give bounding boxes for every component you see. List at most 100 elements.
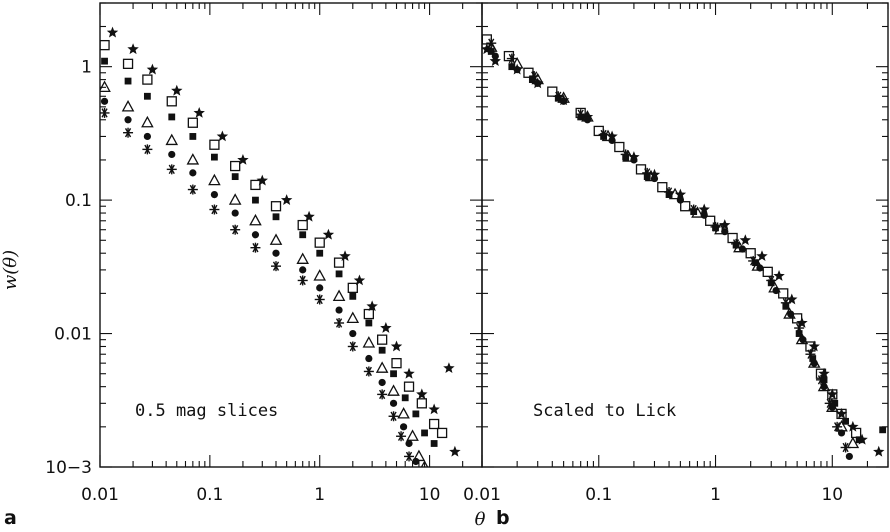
data-point-asterisk	[396, 431, 407, 442]
data-point-filled-square	[231, 173, 239, 181]
data-point-asterisk	[377, 389, 388, 400]
data-point-open-square	[428, 418, 440, 430]
data-point-open-square	[297, 219, 308, 231]
data-point-filled-square	[421, 429, 428, 437]
data-point-open-square	[850, 427, 862, 439]
data-point-filled-circle	[676, 196, 684, 204]
data-point-filled-square	[855, 436, 863, 444]
data-point-open-triangle	[313, 269, 327, 281]
data-point-asterisk	[598, 129, 609, 140]
data-point-open-triangle	[846, 436, 860, 449]
data-point-filled-circle	[756, 264, 764, 272]
data-point-filled-square	[879, 426, 887, 434]
data-point-asterisk	[506, 53, 517, 64]
data-point-filled-circle	[700, 211, 708, 219]
data-point-open-square	[250, 179, 261, 191]
y-axis-label: w(θ)	[0, 250, 21, 290]
data-point-star	[674, 188, 687, 200]
data-point-filled-circle	[491, 52, 499, 60]
data-point-filled-square	[412, 410, 420, 418]
data-point-filled-circle	[608, 136, 616, 145]
data-point-filled-circle	[787, 310, 795, 318]
data-point-open-square	[680, 201, 691, 212]
data-point-filled-circle	[316, 284, 324, 292]
data-point-open-square	[122, 58, 134, 69]
data-point-asterisk	[297, 275, 308, 286]
data-point-asterisk	[314, 294, 325, 305]
data-point-open-square	[270, 201, 282, 212]
data-point-filled-circle	[837, 429, 846, 437]
data-point-filled-circle	[412, 457, 420, 466]
data-point-star	[171, 84, 183, 96]
data-point-asterisk	[271, 261, 282, 272]
y-tick-label: 0.1	[65, 191, 92, 211]
data-point-open-square	[403, 381, 415, 392]
data-point-star	[146, 63, 159, 75]
data-point-filled-circle	[534, 79, 542, 87]
data-point-star	[216, 130, 229, 142]
data-point-open-triangle	[208, 173, 221, 186]
data-point-open-triangle	[668, 187, 682, 200]
data-point-filled-square	[752, 259, 759, 267]
data-point-star	[193, 106, 205, 118]
data-point-filled-circle	[124, 116, 132, 124]
data-point-filled-circle	[799, 336, 807, 344]
data-point-asterisk	[100, 107, 110, 118]
data-point-filled-circle	[231, 209, 239, 217]
data-point-open-square	[166, 96, 177, 107]
data-point-filled-circle	[272, 249, 280, 257]
data-point-star	[808, 340, 820, 352]
data-point-asterisk	[347, 341, 358, 352]
data-point-filled-square	[508, 63, 516, 71]
data-point-asterisk	[642, 167, 653, 178]
data-point-asterisk	[688, 204, 699, 215]
data-points	[100, 26, 461, 467]
data-point-open-square	[209, 139, 220, 150]
data-point-star	[648, 168, 661, 180]
data-point-filled-square	[335, 270, 343, 278]
panel-a-annotation-text: 0.5 mag slices	[135, 401, 278, 421]
data-point-star	[756, 250, 768, 262]
data-point-filled-circle	[365, 354, 373, 363]
data-point-open-square	[727, 232, 738, 244]
data-point-star	[443, 362, 455, 374]
x-tick-label: 10	[419, 485, 441, 505]
data-point-star	[826, 388, 838, 400]
data-point-open-triangle	[362, 336, 376, 348]
data-point-asterisk	[780, 297, 791, 308]
data-point-star	[416, 388, 428, 400]
data-point-filled-circle	[168, 150, 176, 159]
data-point-asterisk	[710, 221, 721, 232]
data-point-open-triangle	[165, 133, 179, 146]
data-point-asterisk	[187, 184, 198, 195]
data-point-asterisk	[404, 451, 415, 462]
data-point-open-triangle	[249, 213, 262, 226]
data-point-open-triangle	[141, 115, 154, 128]
data-point-filled-circle	[349, 329, 357, 338]
data-point-star	[106, 26, 119, 38]
y-tick-label: 1	[81, 58, 92, 78]
data-point-filled-circle	[560, 97, 568, 105]
data-point-asterisk	[766, 275, 777, 286]
data-point-open-square	[187, 117, 198, 128]
data-point-filled-square	[390, 370, 397, 378]
data-point-star	[449, 445, 461, 457]
data-point-filled-square	[189, 133, 197, 140]
data-point-filled-square	[365, 319, 373, 327]
data-point-open-triangle	[296, 252, 310, 264]
data-point-filled-square	[842, 417, 849, 425]
data-points	[482, 34, 887, 461]
data-point-open-triangle	[346, 311, 360, 324]
data-point-open-triangle	[121, 99, 135, 112]
data-point-asterisk	[250, 242, 261, 253]
data-point-open-triangle	[601, 129, 615, 142]
data-point-filled-square	[101, 57, 108, 65]
data-point-asterisk	[794, 323, 805, 334]
data-point-star	[835, 407, 848, 419]
data-point-filled-square	[378, 346, 386, 354]
data-point-asterisk	[840, 442, 851, 453]
data-point-filled-circle	[845, 452, 853, 461]
data-point-filled-circle	[630, 156, 638, 164]
data-point-filled-square	[143, 92, 151, 100]
data-point-filled-square	[299, 231, 307, 239]
